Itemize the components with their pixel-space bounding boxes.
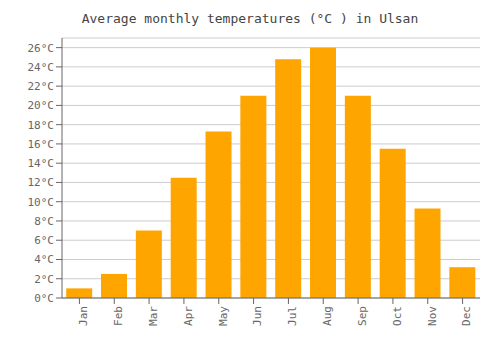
html-text:Average monthly temperatures (: Average monthly temperatures (°C ) in Ul… xyxy=(81,11,419,26)
svg-text:18°C: 18°C xyxy=(28,119,55,132)
svg-text:Aug: Aug xyxy=(321,306,334,326)
svg-text:Sep: Sep xyxy=(356,306,369,326)
svg-text:6°C: 6°C xyxy=(34,234,54,247)
svg-text:26°C: 26°C xyxy=(28,42,55,55)
svg-text:16°C: 16°C xyxy=(28,138,55,151)
svg-text:8°C: 8°C xyxy=(34,215,54,228)
svg-text:22°C: 22°C xyxy=(28,80,55,93)
svg-text:0°C: 0°C xyxy=(34,292,54,305)
svg-text:4°C: 4°C xyxy=(34,253,54,266)
svg-text:20°C: 20°C xyxy=(28,99,55,112)
svg-text:12°C: 12°C xyxy=(28,176,55,189)
svg-text:Nov: Nov xyxy=(426,306,439,326)
svg-text:Apr: Apr xyxy=(182,306,195,326)
svg-text:Oct: Oct xyxy=(391,306,404,326)
svg-text:24°C: 24°C xyxy=(28,61,55,74)
svg-text:14°C: 14°C xyxy=(28,157,55,170)
svg-text:Jun: Jun xyxy=(251,306,264,326)
svg-text:May: May xyxy=(217,306,230,326)
svg-text:Dec: Dec xyxy=(460,306,473,326)
svg-text:2°C: 2°C xyxy=(34,273,54,286)
svg-text:10°C: 10°C xyxy=(28,196,55,209)
svg-text:Jul: Jul xyxy=(286,306,299,326)
svg-text:Mar: Mar xyxy=(147,306,160,326)
svg-text:Feb: Feb xyxy=(112,306,125,326)
svg-text:Jan: Jan xyxy=(77,306,90,326)
